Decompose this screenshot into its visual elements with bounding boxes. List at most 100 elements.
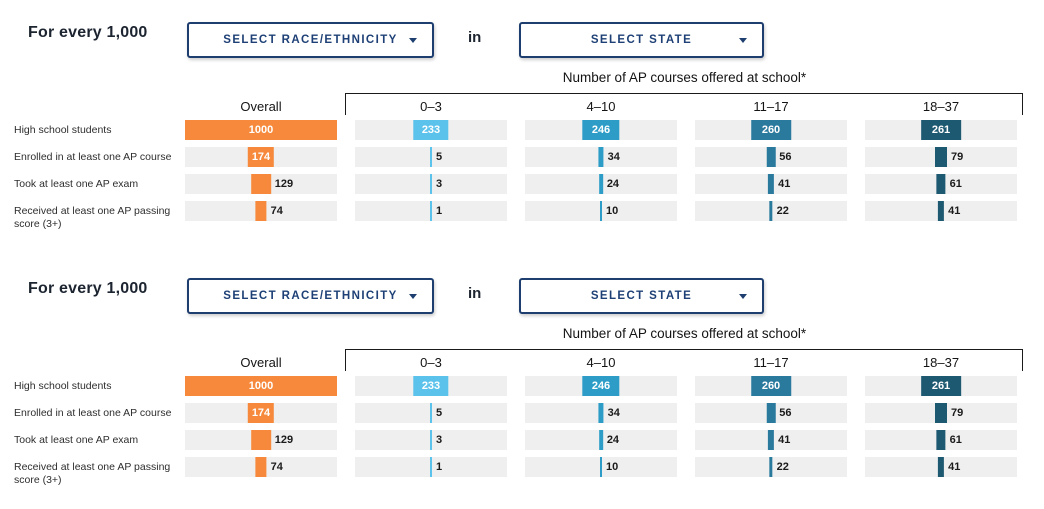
column-header: 0–3 xyxy=(420,355,442,370)
bar-value: 22 xyxy=(776,205,789,217)
bar-cell: 260 xyxy=(695,120,847,140)
bar-value: 56 xyxy=(779,151,792,163)
bar: 261 xyxy=(921,376,961,396)
bar-cell: 1000 xyxy=(185,376,337,396)
bar xyxy=(430,147,432,167)
bar-cell: 10 xyxy=(525,457,677,477)
row-label: High school students xyxy=(14,124,112,136)
bar-cell: 3 xyxy=(355,174,507,194)
conjunction-text: in xyxy=(468,285,482,302)
bar-cell: 74 xyxy=(185,201,337,221)
bar-value: 10 xyxy=(606,205,619,217)
group-header: Number of AP courses offered at school* xyxy=(562,70,807,85)
bar xyxy=(766,147,776,167)
bar-cell: 79 xyxy=(865,403,1017,423)
bar: 233 xyxy=(413,376,449,396)
state-dropdown[interactable]: SELECT STATE xyxy=(519,22,764,58)
bar xyxy=(600,457,602,477)
bar xyxy=(598,403,604,423)
bar xyxy=(767,174,775,194)
bar xyxy=(937,457,945,477)
panel-title: For every 1,000 xyxy=(28,280,148,297)
column-header: Overall xyxy=(240,99,282,114)
bar-cell: 233 xyxy=(355,376,507,396)
bar-value: 246 xyxy=(591,124,611,136)
bar-value: 24 xyxy=(606,434,620,446)
bar-cell: 1000 xyxy=(185,120,337,140)
column-header: 18–37 xyxy=(922,355,960,370)
bar xyxy=(599,430,603,450)
bar-value: 1000 xyxy=(248,380,274,392)
bar-cell: 246 xyxy=(525,120,677,140)
bar xyxy=(937,201,945,221)
bar-cell: 24 xyxy=(525,430,677,450)
bar-value: 233 xyxy=(421,380,441,392)
bar-cell: 24 xyxy=(525,174,677,194)
bar-cell: 174 xyxy=(185,403,337,423)
bar-value: 174 xyxy=(251,407,271,419)
bar-value: 5 xyxy=(436,407,443,419)
bar-cell: 260 xyxy=(695,376,847,396)
bar xyxy=(767,430,775,450)
bar-cell: 129 xyxy=(185,174,337,194)
bar-cell: 22 xyxy=(695,457,847,477)
bar-value: 74 xyxy=(270,461,283,473)
bar-cell: 56 xyxy=(695,147,847,167)
state-dropdown-label: SELECT STATE xyxy=(590,290,693,302)
bar-value: 41 xyxy=(778,434,791,446)
race-ethnicity-dropdown[interactable]: SELECT RACE/ETHNICITY xyxy=(187,278,434,314)
bar-cell: 61 xyxy=(865,430,1017,450)
bar-value: 1 xyxy=(436,205,443,217)
bar-value: 41 xyxy=(948,461,961,473)
bar-value: 41 xyxy=(778,178,791,190)
bar-cell: 1 xyxy=(355,457,507,477)
bar-value: 246 xyxy=(591,380,611,392)
bar xyxy=(251,174,271,194)
bar xyxy=(251,430,271,450)
bar-cell: 34 xyxy=(525,147,677,167)
bar-cell: 41 xyxy=(865,457,1017,477)
column-header: Overall xyxy=(240,355,282,370)
column-group-bracket xyxy=(345,93,1023,115)
bar-value: 1000 xyxy=(248,124,274,136)
bar-value: 3 xyxy=(436,178,443,190)
bar: 233 xyxy=(413,120,449,140)
bar-cell: 10 xyxy=(525,201,677,221)
bar xyxy=(769,457,773,477)
race-ethnicity-dropdown-label: SELECT RACE/ETHNICITY xyxy=(223,34,398,46)
bar-value: 3 xyxy=(436,434,443,446)
column-header: 11–17 xyxy=(753,355,789,370)
bar-value: 129 xyxy=(274,434,294,446)
bar xyxy=(430,430,432,450)
bar: 260 xyxy=(751,120,791,140)
group-header: Number of AP courses offered at school* xyxy=(562,326,807,341)
bar-value: 22 xyxy=(776,461,789,473)
bar-value: 56 xyxy=(779,407,792,419)
bar-cell: 246 xyxy=(525,376,677,396)
bar-cell: 5 xyxy=(355,403,507,423)
bar-value: 1 xyxy=(436,461,443,473)
bar: 1000 xyxy=(185,120,337,140)
bar: 260 xyxy=(751,376,791,396)
bar-cell: 34 xyxy=(525,403,677,423)
bar xyxy=(255,457,267,477)
column-header: 0–3 xyxy=(420,99,442,114)
bar xyxy=(598,147,604,167)
state-dropdown-label: SELECT STATE xyxy=(590,34,693,46)
bar-cell: 261 xyxy=(865,376,1017,396)
bar-cell: 41 xyxy=(695,430,847,450)
chevron-down-icon xyxy=(409,38,417,43)
bar-cell: 41 xyxy=(865,201,1017,221)
bar-value: 261 xyxy=(931,380,951,392)
bar-value: 79 xyxy=(951,151,964,163)
row-label: Took at least one AP exam xyxy=(14,178,139,190)
race-ethnicity-dropdown[interactable]: SELECT RACE/ETHNICITY xyxy=(187,22,434,58)
bar-value: 61 xyxy=(949,178,962,190)
bar xyxy=(600,201,602,221)
bar-cell: 79 xyxy=(865,147,1017,167)
bar-value: 41 xyxy=(948,205,961,217)
bar xyxy=(430,457,432,477)
bar xyxy=(766,403,776,423)
row-label: Enrolled in at least one AP course xyxy=(14,151,172,163)
state-dropdown[interactable]: SELECT STATE xyxy=(519,278,764,314)
